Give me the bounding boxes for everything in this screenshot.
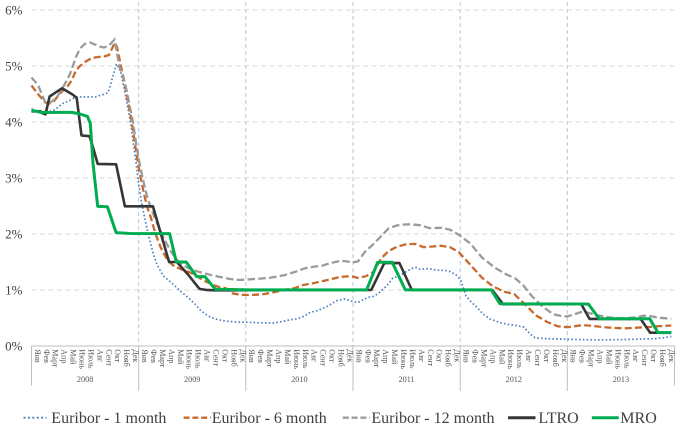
svg-text:Март: Март (265, 349, 274, 368)
svg-text:Май: Май (283, 349, 292, 365)
svg-text:Апр: Апр (60, 349, 69, 363)
svg-text:Янв: Янв (354, 349, 363, 363)
svg-text:Март: Март (51, 349, 60, 368)
svg-text:Март: Март (479, 349, 488, 368)
svg-text:Май: Май (604, 349, 613, 365)
svg-text:Июнь: Июнь (78, 349, 87, 369)
svg-text:Янв: Янв (462, 349, 471, 363)
svg-text:2%: 2% (5, 227, 23, 242)
svg-text:Янв: Янв (247, 349, 256, 363)
svg-text:Июнь: Июнь (613, 349, 622, 369)
svg-text:Авг: Авг (95, 349, 104, 363)
svg-text:Апр: Апр (274, 349, 283, 363)
svg-text:Июнь: Июнь (399, 349, 408, 369)
svg-text:Март: Март (372, 349, 381, 368)
svg-text:Авг: Авг (310, 349, 319, 363)
svg-text:Дек: Дек (345, 349, 354, 362)
svg-text:Апр: Апр (596, 349, 605, 363)
svg-text:Март: Март (158, 349, 167, 368)
svg-text:Дек: Дек (453, 349, 462, 362)
svg-text:LTRO: LTRO (538, 410, 578, 427)
svg-text:Нояб: Нояб (229, 349, 238, 366)
svg-text:Дек: Дек (667, 349, 676, 362)
svg-text:Июль: Июль (622, 349, 631, 369)
svg-text:Июль: Июль (86, 349, 95, 369)
svg-text:Июль: Июль (301, 349, 310, 369)
svg-text:Апр: Апр (381, 349, 390, 363)
svg-text:Euribor - 6 month: Euribor - 6 month (212, 410, 327, 427)
svg-text:2008: 2008 (77, 375, 93, 384)
svg-text:Авг: Авг (524, 349, 533, 363)
svg-text:3%: 3% (5, 171, 23, 186)
svg-text:Фев: Фев (42, 349, 51, 363)
svg-text:Дек: Дек (131, 349, 140, 362)
svg-text:Нояб: Нояб (551, 349, 560, 366)
svg-text:Сент: Сент (104, 349, 113, 366)
svg-text:5%: 5% (5, 59, 23, 74)
svg-text:2011: 2011 (399, 375, 415, 384)
svg-text:Июнь: Июнь (506, 349, 515, 369)
svg-text:Euribor - 12 month: Euribor - 12 month (371, 410, 494, 427)
svg-text:Сент: Сент (426, 349, 435, 366)
svg-text:0%: 0% (5, 339, 23, 354)
svg-text:4%: 4% (5, 115, 23, 130)
svg-text:Апр: Апр (488, 349, 497, 363)
svg-text:Авг: Авг (203, 349, 212, 363)
svg-text:Авг: Авг (631, 349, 640, 363)
svg-text:Май: Май (497, 349, 506, 365)
svg-text:Фев: Фев (578, 349, 587, 363)
svg-text:Сент: Сент (319, 349, 328, 366)
svg-text:MRO: MRO (620, 410, 656, 427)
svg-text:Окт: Окт (328, 349, 337, 363)
svg-text:Май: Май (176, 349, 185, 365)
svg-text:Янв: Янв (140, 349, 149, 363)
svg-text:Май: Май (69, 349, 78, 365)
svg-text:2009: 2009 (184, 375, 200, 384)
svg-text:Янв: Янв (33, 349, 42, 363)
svg-text:Фев: Фев (363, 349, 372, 363)
svg-text:Euribor - 1 month: Euribor - 1 month (51, 410, 166, 427)
svg-text:Июль: Июль (515, 349, 524, 369)
svg-text:Окт: Окт (220, 349, 229, 363)
svg-text:Март: Март (587, 349, 596, 368)
svg-text:Янв: Янв (569, 349, 578, 363)
svg-text:2013: 2013 (613, 375, 629, 384)
svg-text:Дек: Дек (238, 349, 247, 362)
svg-text:Июнь: Июнь (185, 349, 194, 369)
svg-text:1%: 1% (5, 283, 23, 298)
svg-text:Нояб: Нояб (444, 349, 453, 366)
svg-text:Окт: Окт (649, 349, 658, 363)
svg-text:2010: 2010 (291, 375, 307, 384)
svg-text:Нояб: Нояб (122, 349, 131, 366)
svg-text:Авг: Авг (417, 349, 426, 363)
svg-text:Сент: Сент (640, 349, 649, 366)
svg-text:6%: 6% (5, 3, 23, 18)
svg-text:2012: 2012 (506, 375, 522, 384)
svg-text:Июль: Июль (408, 349, 417, 369)
svg-text:Окт: Окт (542, 349, 551, 363)
svg-text:Май: Май (390, 349, 399, 365)
svg-text:Фев: Фев (256, 349, 265, 363)
svg-text:Сент: Сент (212, 349, 221, 366)
svg-text:Окт: Окт (435, 349, 444, 363)
svg-text:Нояб: Нояб (658, 349, 667, 366)
svg-text:Дек: Дек (560, 349, 569, 362)
svg-text:Нояб: Нояб (337, 349, 346, 366)
svg-text:Окт: Окт (113, 349, 122, 363)
svg-text:Июнь: Июнь (292, 349, 301, 369)
svg-text:Фев: Фев (471, 349, 480, 363)
svg-text:Апр: Апр (167, 349, 176, 363)
svg-text:Июль: Июль (194, 349, 203, 369)
svg-text:Фев: Фев (149, 349, 158, 363)
svg-text:Сент: Сент (533, 349, 542, 366)
